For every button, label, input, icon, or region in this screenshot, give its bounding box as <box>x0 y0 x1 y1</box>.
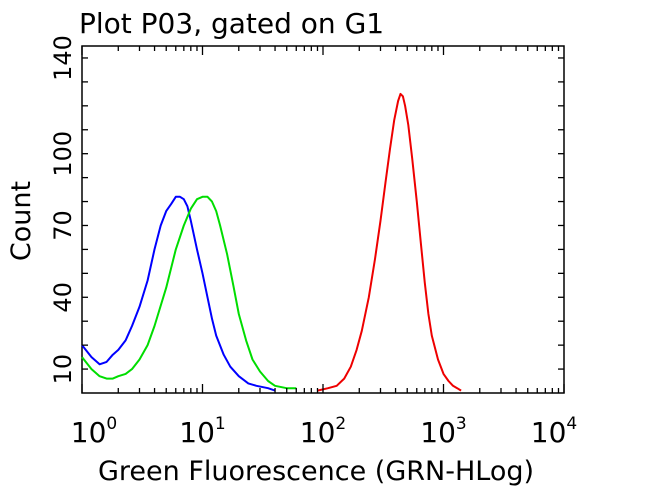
x-tick-label: 100 <box>71 414 117 449</box>
x-tick-label: 104 <box>531 414 577 449</box>
curves <box>81 92 462 392</box>
y-tick-label: 70 <box>49 210 77 241</box>
y-tick-label: 100 <box>49 131 77 177</box>
series-line-1 <box>81 195 276 392</box>
y-tick-label: 140 <box>49 35 77 81</box>
x-tick-label: 101 <box>179 414 225 449</box>
y-ticks <box>82 57 564 370</box>
y-tick-label: 40 <box>49 282 77 313</box>
y-axis-label: Count <box>6 181 37 261</box>
x-tick-labels: 100 101 102 103 104 <box>71 414 577 449</box>
x-ticks <box>81 46 565 393</box>
x-tick-label: 102 <box>300 414 346 449</box>
y-tick-label: 10 <box>49 354 77 385</box>
x-axis-label: Green Fluorescence (GRN-HLog) <box>98 456 534 487</box>
x-tick-label: 103 <box>420 414 466 449</box>
plot-frame <box>81 45 565 394</box>
chart-title: Plot P03, gated on G1 <box>79 7 384 40</box>
series-line-2 <box>81 195 297 390</box>
series-line-3 <box>317 92 462 392</box>
y-tick-labels: 10 40 70 100 140 <box>49 35 77 384</box>
